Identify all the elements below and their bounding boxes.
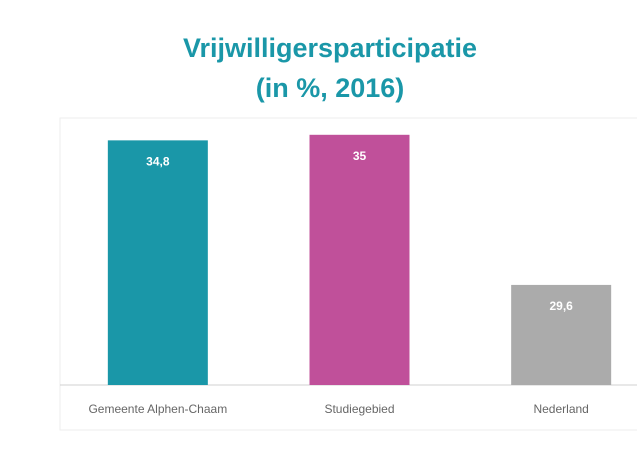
bar (309, 134, 410, 385)
x-tick-label: Gemeente Alphen-Chaam (88, 402, 227, 416)
data-label: 29,6 (549, 299, 573, 313)
chart-title: Vrijwilligersparticipatie (in %, 2016) (182, 33, 478, 103)
bar (511, 284, 612, 385)
data-label: 34,8 (146, 155, 170, 169)
data-label: 35 (353, 149, 367, 163)
x-tick-label: Nederland (533, 402, 588, 416)
bar (107, 140, 208, 385)
x-tick-label: Studiegebied (324, 402, 394, 416)
plot-frame (59, 117, 637, 431)
